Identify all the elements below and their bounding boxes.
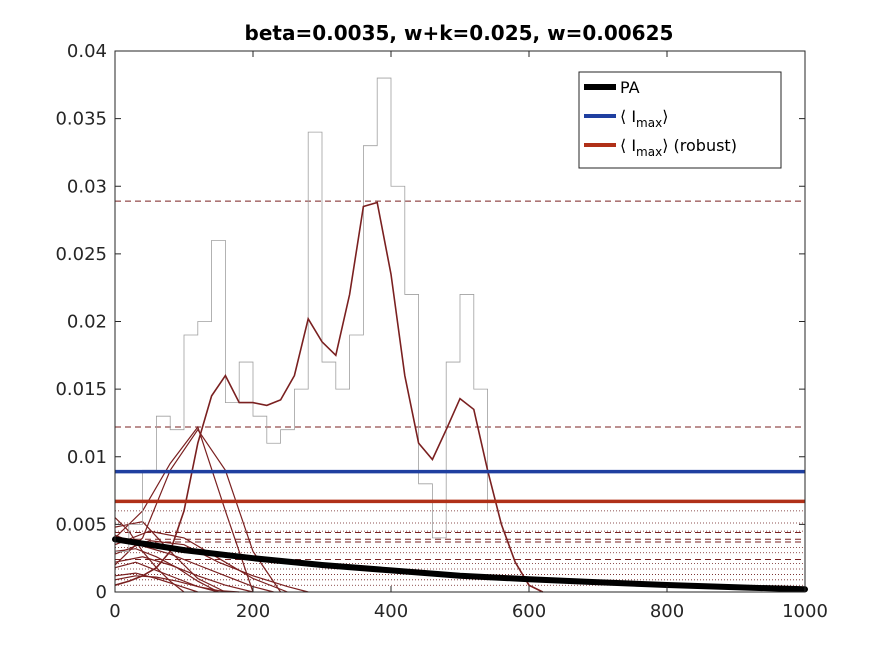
x-tick-label: 0 [109, 601, 120, 622]
y-tick-label: 0.04 [67, 41, 107, 62]
raw-signal-line [115, 77, 488, 552]
pa-line [112, 536, 808, 593]
chart-title: beta=0.0035, w+k=0.025, w=0.00625 [245, 21, 674, 45]
trajectory-line [114, 572, 198, 593]
y-tick-label: 0.03 [67, 176, 107, 197]
y-tick-label: 0 [96, 582, 107, 603]
trajectory-line [114, 530, 288, 593]
y-tick-label: 0.025 [55, 244, 107, 265]
y-tick-label: 0.035 [55, 109, 107, 130]
main-trajectory-line [114, 201, 544, 593]
y-tick-label: 0.015 [55, 379, 107, 400]
trajectory-line [114, 548, 219, 593]
x-tick-label: 800 [650, 601, 684, 622]
y-tick-label: 0.005 [55, 514, 107, 535]
series-lines [112, 201, 808, 593]
legend-entry: ⟨ Imax⟩ (robust) [620, 136, 737, 159]
trajectory-line [114, 428, 282, 593]
y-tick-label: 0.02 [67, 312, 107, 333]
x-tick-label: 200 [236, 601, 270, 622]
trajectory-line [114, 425, 254, 593]
raw-signal [115, 77, 488, 552]
trajectory-line [114, 556, 254, 593]
y-tick-label: 0.01 [67, 447, 107, 468]
y-axis: 0 0.005 0.01 0.015 0.02 0.025 0.03 0.035 0.04 [55, 41, 805, 603]
x-tick-label: 600 [512, 601, 546, 622]
trajectory-lines [114, 425, 309, 593]
trajectory-line [114, 517, 185, 593]
legend: PA ⟨ Imax⟩ ⟨ Imax⟩ (robust) [578, 71, 782, 169]
legend-entry: ⟨ Imax⟩ [620, 107, 668, 130]
legend-entry: PA [620, 78, 640, 97]
x-axis: 0 200 400 600 800 1000 [109, 51, 828, 622]
x-tick-label: 400 [374, 601, 408, 622]
reference-lines [115, 200, 805, 586]
trajectory-line [114, 575, 240, 593]
trajectory-line [114, 539, 309, 593]
x-tick-label: 1000 [782, 601, 828, 622]
